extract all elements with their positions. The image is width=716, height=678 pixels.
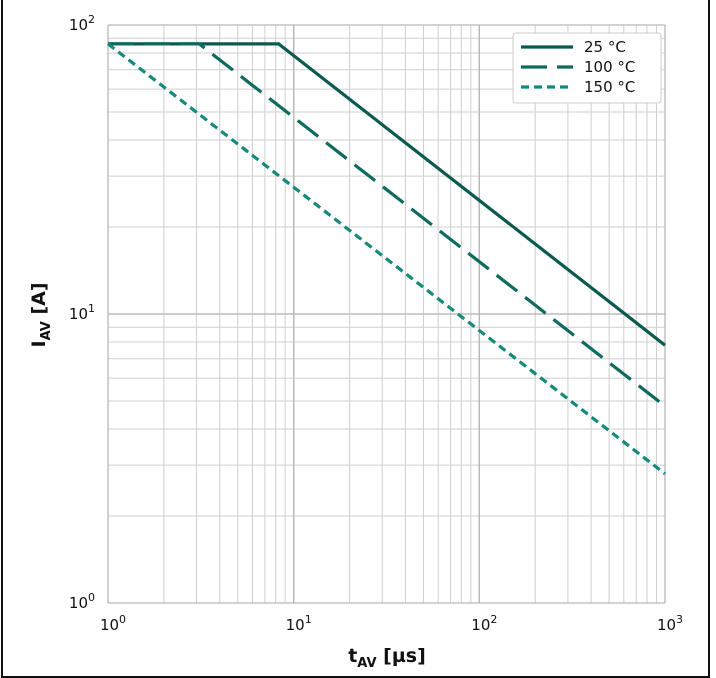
y-axis-title-sub: AV: [39, 321, 54, 340]
y-axis-title: IAV [A]: [28, 282, 54, 347]
series-layer: [107, 42, 666, 476]
x-tick-label: 103: [657, 613, 683, 634]
x-tick-labels: 100 101 102 103: [100, 613, 683, 634]
legend: 25 °C 100 °C 150 °C: [512, 32, 662, 104]
x-axis-title: tAV [µs]: [348, 645, 426, 670]
series-line-3: [107, 42, 666, 476]
major-gridlines: [107, 24, 666, 604]
x-tick-label: 101: [286, 613, 312, 634]
legend-label-2: 100 °C: [584, 58, 635, 76]
y-tick-label: 100: [69, 591, 95, 612]
x-axis-title-sub: AV: [357, 656, 376, 670]
legend-label-1: 25 °C: [584, 38, 626, 56]
y-tick-label: 102: [69, 13, 95, 34]
y-axis-title-main: I: [28, 340, 50, 347]
series-line-2: [108, 42, 666, 408]
y-tick-label: 101: [69, 302, 95, 323]
x-axis-title-unit: [µs]: [377, 645, 426, 667]
y-tick-labels: 100 101 102: [69, 13, 95, 612]
x-tick-label: 102: [471, 613, 497, 634]
x-tick-label: 100: [100, 613, 126, 634]
x-axis-title-main: t: [348, 645, 357, 667]
y-axis-title-unit: [A]: [28, 282, 50, 321]
legend-label-3: 150 °C: [584, 78, 635, 96]
